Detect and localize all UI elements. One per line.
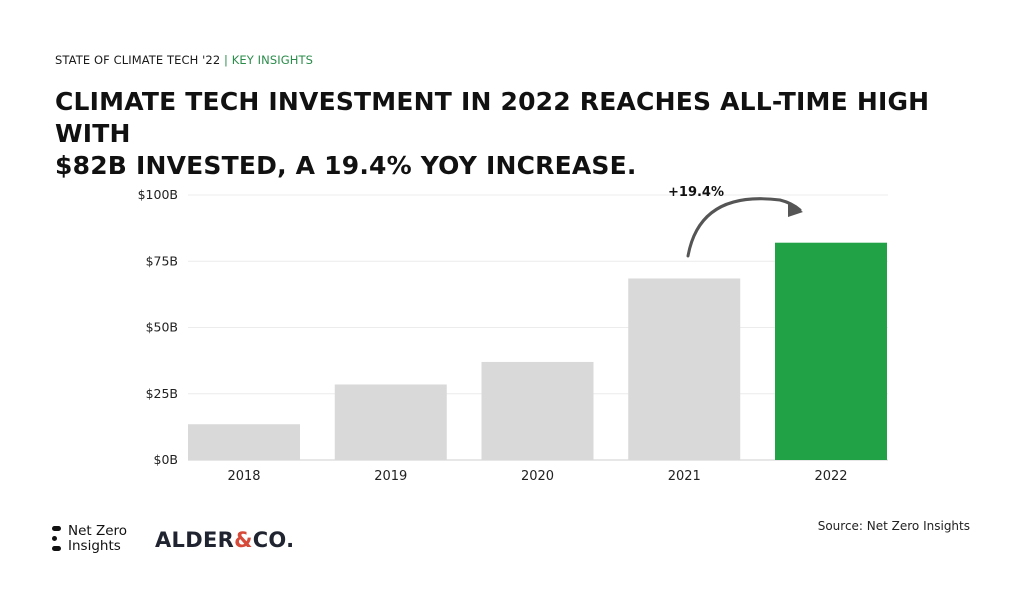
eyebrow-separator: | [224, 53, 229, 67]
growth-arrow-icon [686, 197, 802, 258]
logo-net-zero-line1: Net Zero [68, 523, 128, 539]
y-tick-label: $50B [146, 320, 178, 335]
y-tick-label: $100B [138, 187, 178, 202]
bar-2018 [188, 424, 300, 460]
eyebrow-accent: KEY INSIGHTS [231, 53, 314, 67]
y-tick-label: $25B [146, 386, 178, 401]
arrowhead-icon [788, 202, 803, 217]
net-zero-logo-icon [52, 526, 61, 551]
eyebrow: STATE OF CLIMATE TECH '22 | KEY INSIGHTS [55, 53, 313, 67]
eyebrow-main: STATE OF CLIMATE TECH '22 [55, 53, 221, 67]
bar-2020 [481, 361, 594, 460]
x-tick-label: 2019 [374, 469, 407, 484]
bar-2019 [334, 384, 447, 460]
alder-logo-end: CO. [252, 528, 295, 552]
bar-2021 [628, 278, 741, 460]
alder-co-logo: ALDER&CO. [155, 528, 294, 552]
x-tick-label: 2022 [814, 469, 847, 484]
alder-logo-main: ALDER [155, 528, 235, 552]
y-tick-label: $0B [154, 452, 178, 467]
y-tick-label: $75B [146, 253, 178, 268]
growth-annotation-label: +19.4% [668, 185, 724, 200]
alder-logo-ampersand: & [234, 528, 253, 552]
net-zero-insights-logo: Net Zero Insights [52, 524, 127, 554]
headline-line-1: CLIMATE TECH INVESTMENT IN 2022 REACHES … [55, 87, 930, 148]
headline: CLIMATE TECH INVESTMENT IN 2022 REACHES … [55, 86, 985, 182]
x-tick-label: 2021 [668, 469, 701, 484]
x-tick-label: 2020 [521, 469, 554, 484]
bar-2022 [775, 242, 887, 460]
x-tick-label: 2018 [227, 469, 260, 484]
headline-line-2: $82B INVESTED, A 19.4% YOY INCREASE. [55, 151, 637, 180]
source-note: Source: Net Zero Insights [817, 519, 970, 533]
logo-net-zero-line2: Insights [68, 538, 121, 554]
